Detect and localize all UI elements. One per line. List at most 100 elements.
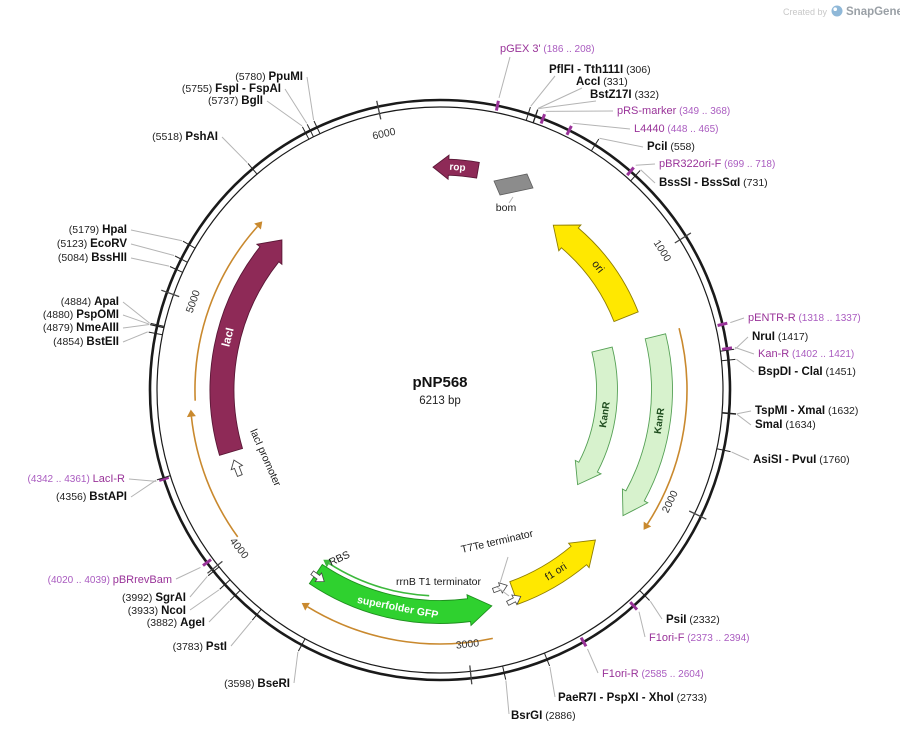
rrnb-terminator-glyph[interactable] xyxy=(505,592,523,609)
feature-shape-kanr-outer[interactable] xyxy=(621,333,673,517)
scale-tick-3000: 3000 xyxy=(455,637,480,685)
primer-label-prs-marker[interactable]: pRS-marker (349 .. 368) xyxy=(539,105,730,125)
t7te-terminator-glyph[interactable] xyxy=(491,580,509,595)
enzyme-tick xyxy=(639,590,650,601)
rbs-glyph[interactable] xyxy=(309,568,327,585)
primer-label-pbrrevbam[interactable]: (4020 .. 4039) pBRrevBam xyxy=(48,558,212,586)
site-label-pcii[interactable]: PciI (558) xyxy=(590,137,695,153)
site-label-asisi[interactable]: AsiSI - PvuI (1760) xyxy=(716,448,850,466)
site-label-agei[interactable]: (3882) AgeI xyxy=(147,590,241,629)
site-label-sgrai[interactable]: (3992) SgrAI xyxy=(122,566,220,604)
site-label-bsssi[interactable]: BssSI - BssSαI (731) xyxy=(630,169,768,189)
site-label-paer7i[interactable]: PaeR7I - PspXI - XhoI (2733) xyxy=(543,652,707,704)
feature-kanr-inner[interactable]: KanR xyxy=(574,346,618,486)
rbs-label[interactable]: RBS xyxy=(327,549,352,569)
enzyme-tick xyxy=(313,120,321,134)
feature-ori[interactable]: ori xyxy=(552,224,639,323)
primer-label-pgex-3[interactable]: pGEX 3' (186 .. 208) xyxy=(494,43,595,111)
orf-arc-line xyxy=(190,416,239,538)
primer-label-f1ori-r[interactable]: F1ori-R (2585 .. 2604) xyxy=(579,636,704,680)
feature-rop[interactable]: rop xyxy=(432,154,480,181)
orf-arc xyxy=(301,602,493,645)
plasmid-size: 6213 bp xyxy=(419,395,461,407)
site-label-hpai[interactable]: (5179) HpaI xyxy=(69,224,196,249)
site-label-tspmi[interactable]: TspMI - XmaI (1632) xyxy=(722,405,858,417)
scale-tick-label: 5000 xyxy=(184,288,203,314)
site-label-smai[interactable]: SmaI (1634) xyxy=(722,412,816,431)
site-name-psti: (3783) PstI xyxy=(173,641,227,653)
bom-label[interactable]: bom xyxy=(496,196,517,214)
callout-line xyxy=(498,56,511,99)
site-label-bstapi[interactable]: (4356) BstAPI xyxy=(56,475,171,503)
feature-f1-ori[interactable]: f1 ori xyxy=(509,539,596,605)
t7te-terminator-label[interactable]: T7Te terminator xyxy=(460,528,535,584)
feature-kanr-outer[interactable]: KanR xyxy=(621,333,673,517)
site-label-acci[interactable]: AccI (331) xyxy=(532,76,628,123)
scale-tick-label: 1000 xyxy=(651,238,674,264)
site-label-bseri[interactable]: (3598) BseRI xyxy=(224,638,306,690)
primer-label-l4440[interactable]: L4440 (448 .. 465) xyxy=(565,122,719,136)
laci-promoter-label-text: lacI promoter xyxy=(247,427,283,488)
site-label-bspdi[interactable]: BspDI - ClaI (1451) xyxy=(721,358,856,378)
feature-bom[interactable] xyxy=(493,173,534,196)
feature-shape-rop[interactable] xyxy=(432,154,480,181)
feature-shape-bom[interactable] xyxy=(493,173,534,196)
site-label-psii[interactable]: PsiI (2332) xyxy=(639,590,720,627)
feature-laci[interactable]: lacI xyxy=(209,239,283,456)
site-name-bstz17i: BstZ17I (332) xyxy=(590,89,659,101)
feature-superfolder-gfp[interactable]: superfolder GFP xyxy=(308,563,493,627)
callout-line xyxy=(208,600,230,623)
enzyme-tick xyxy=(182,240,196,249)
callout-line xyxy=(649,600,663,620)
plasmid-name: pNP568 xyxy=(412,374,467,391)
enzyme-tick xyxy=(721,358,736,362)
callout-line xyxy=(230,620,253,647)
orf-arc-line xyxy=(646,328,688,525)
scale-tick-line xyxy=(376,100,382,120)
site-label-bgli[interactable]: (5737) BglI xyxy=(208,95,310,140)
site-label-pshai[interactable]: (5518) PshAI xyxy=(152,131,258,175)
primer-label-laci-r[interactable]: (4342 .. 4361) LacI-R xyxy=(28,473,170,485)
enzyme-tick xyxy=(590,138,600,152)
orf-arc-line xyxy=(307,606,493,645)
feature-shape-ori[interactable] xyxy=(552,224,639,323)
primer-label-f1ori-f[interactable]: F1ori-F (2373 .. 2394) xyxy=(629,601,750,644)
site-label-bsshii[interactable]: (5084) BssHII xyxy=(58,252,183,273)
site-name-fspi: (5755) FspI - FspAI xyxy=(182,83,281,95)
snapgene-logo-highlight xyxy=(833,7,837,11)
callout-line xyxy=(530,75,556,107)
site-label-ppumi[interactable]: (5780) PpuMI xyxy=(235,71,321,134)
laci-promoter-glyph[interactable] xyxy=(228,458,245,478)
site-label-bstz17i[interactable]: BstZ17I (332) xyxy=(532,89,659,123)
primer-label-pbr322ori-f[interactable]: pBR322ori-F (699 .. 718) xyxy=(626,158,775,177)
callout-line xyxy=(306,76,315,121)
site-label-pflfi[interactable]: PflFI - Tth111I (306) xyxy=(525,64,651,121)
site-label-bsrgi[interactable]: BsrGI (2886) xyxy=(502,665,576,722)
rrnb-terminator-label[interactable]: rrnB T1 terminator xyxy=(396,576,510,597)
primer-label-pentr-r[interactable]: pENTR-R (1318 .. 1337) xyxy=(717,312,861,327)
site-label-bsteii[interactable]: (4854) BstEII xyxy=(53,331,163,348)
site-label-ncoi[interactable]: (3933) NcoI xyxy=(128,579,231,617)
site-label-apai[interactable]: (4884) ApaI xyxy=(61,296,165,327)
callout-line xyxy=(734,346,755,355)
site-label-ecorv[interactable]: (5123) EcoRV xyxy=(57,238,188,263)
laci-promoter-label[interactable]: lacI promoter xyxy=(247,427,283,488)
site-name-hpai: (5179) HpaI xyxy=(69,224,127,236)
site-name-bstapi: (4356) BstAPI xyxy=(56,491,127,503)
feature-shape-superfolder-gfp[interactable] xyxy=(308,563,493,627)
site-label-fspi[interactable]: (5755) FspI - FspAI xyxy=(182,83,314,138)
primer-name-pbrrevbam: (4020 .. 4039) pBRrevBam xyxy=(48,574,172,586)
callout-line xyxy=(635,163,656,166)
enzyme-tick xyxy=(169,266,183,273)
site-name-bgli: (5737) BglI xyxy=(208,95,263,107)
scale-tick-6000: 6000 xyxy=(371,100,397,142)
site-label-nrui[interactable]: NruI (1417) xyxy=(720,331,808,352)
feature-shape-f1-ori[interactable] xyxy=(509,539,596,605)
feature-shape-laci[interactable] xyxy=(209,239,283,456)
site-label-psti[interactable]: (3783) PstI xyxy=(173,608,262,653)
site-label-pspomi[interactable]: (4880) PspOMI xyxy=(43,309,165,328)
feature-shape-kanr-inner[interactable] xyxy=(574,346,618,486)
primer-label-kan-r[interactable]: Kan-R (1402 .. 1421) xyxy=(721,346,854,360)
